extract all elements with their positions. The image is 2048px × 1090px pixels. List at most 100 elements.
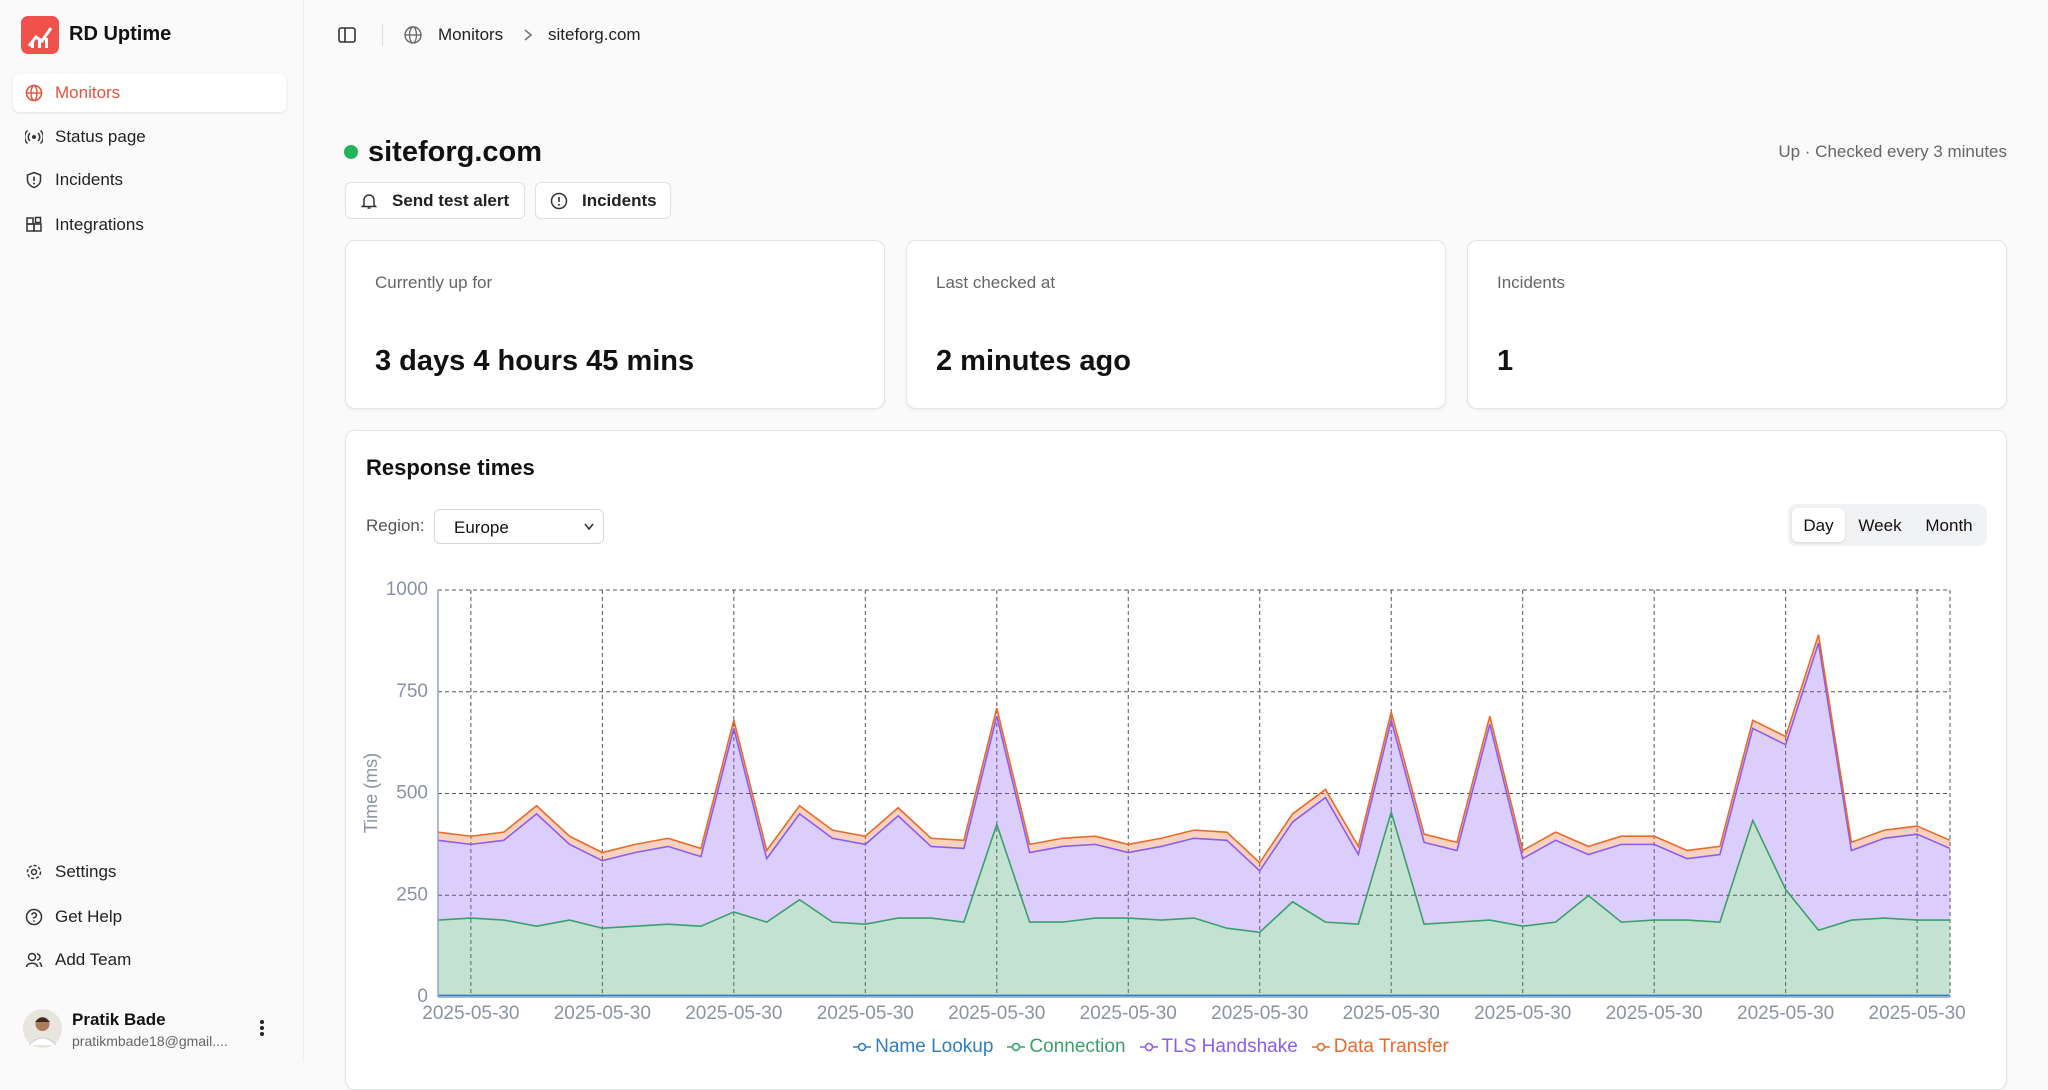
brand: RD Uptime xyxy=(69,23,172,45)
status-dot xyxy=(344,145,358,159)
button-label: Incidents xyxy=(582,190,657,210)
chevron xyxy=(524,29,533,41)
stat-value: 3 days 4 hours 45 mins xyxy=(375,345,695,377)
range-button[interactable]: Week xyxy=(1858,516,1902,535)
series-line xyxy=(437,634,1951,864)
icon xyxy=(26,171,42,189)
legend-icon xyxy=(1007,1042,1026,1052)
x-tick-label: 2025-05-30 xyxy=(1343,1003,1440,1024)
sidebar-toggle[interactable] xyxy=(337,25,357,45)
icon xyxy=(25,129,43,145)
legend-item[interactable]: Data Transfer xyxy=(1311,1036,1449,1058)
nav-item[interactable]: Monitors xyxy=(13,74,286,112)
button[interactable]: Incidents xyxy=(535,182,671,219)
stat-label: Last checked at xyxy=(936,273,1056,292)
x-tick-label: 2025-05-30 xyxy=(422,1003,519,1024)
icon xyxy=(25,952,43,968)
breadcrumb-link[interactable]: Monitors xyxy=(438,25,504,44)
range-button[interactable]: Month xyxy=(1925,516,1973,535)
logo xyxy=(21,16,59,54)
legend-item[interactable]: Name Lookup xyxy=(853,1036,993,1058)
legend-label: Connection xyxy=(1029,1036,1126,1057)
menu-button[interactable] xyxy=(258,1018,266,1038)
nav-label: Add Team xyxy=(55,950,132,969)
icon xyxy=(25,908,43,926)
x-tick-label: 2025-05-30 xyxy=(554,1003,651,1024)
stat-card: Last checked at 2 minutes ago xyxy=(906,240,1446,409)
legend: Name Lookup Connection TLS Handshake Data T… xyxy=(751,1036,1551,1058)
grid xyxy=(438,589,1951,998)
legend-item[interactable]: TLS Handshake xyxy=(1139,1036,1298,1058)
region-value: Europe xyxy=(454,518,509,537)
legend-icon xyxy=(853,1042,872,1052)
nav-label: Monitors xyxy=(55,83,121,102)
region-select[interactable]: Europe xyxy=(434,509,604,544)
button-label: Send test alert xyxy=(392,190,510,210)
nav-label: Integrations xyxy=(55,215,144,234)
nav-label: Status page xyxy=(55,127,146,146)
legend-dot xyxy=(1144,1042,1153,1052)
legend-item[interactable]: Connection xyxy=(1007,1036,1126,1058)
nav-label: Get Help xyxy=(55,907,123,926)
icon xyxy=(26,864,42,880)
areas xyxy=(438,634,1950,997)
nav-label: Settings xyxy=(55,862,117,881)
range-toggle: Day Week Month xyxy=(1788,504,1987,546)
series-line xyxy=(437,642,1951,873)
monitor-status: Up · Checked every 3 minutes xyxy=(1778,142,2007,161)
x-tick-label: 2025-05-30 xyxy=(948,1003,1045,1024)
x-tick-label: 2025-05-30 xyxy=(1737,1003,1834,1024)
y-tick-label: 250 xyxy=(396,884,428,905)
legend-icon xyxy=(1139,1042,1158,1052)
range-active xyxy=(1792,508,1845,542)
nav-label: Incidents xyxy=(55,170,124,189)
legend-dot xyxy=(857,1042,867,1052)
nav-item[interactable]: Add Team xyxy=(13,941,286,979)
icon xyxy=(25,84,43,102)
breadcrumb-current: siteforg.com xyxy=(548,25,641,44)
user-email: pratikmbade18@gmail.... xyxy=(72,1033,228,1049)
legend-dot xyxy=(1316,1042,1326,1052)
globe-icon xyxy=(404,26,422,44)
icon xyxy=(550,192,568,209)
icon xyxy=(360,193,378,209)
x-tick-label: 2025-05-30 xyxy=(1211,1003,1308,1024)
chart-card: Response times Region: Europe Day Week M… xyxy=(345,430,2007,1090)
stat-label: Currently up for xyxy=(375,273,493,292)
lines xyxy=(437,634,1951,997)
stat-value: 2 minutes ago xyxy=(936,345,1131,377)
page: RD Uptime Monitors Status page Incidents… xyxy=(0,0,2007,1090)
y-tick-label: 0 xyxy=(417,986,428,1007)
sidebar: RD Uptime Monitors Status page Incidents… xyxy=(0,0,304,1062)
legend-label: Data Transfer xyxy=(1333,1036,1449,1057)
x-tick-label: 2025-05-30 xyxy=(1080,1003,1177,1024)
x-tick-label: 2025-05-30 xyxy=(817,1003,914,1024)
nav-item[interactable]: Incidents xyxy=(13,161,286,199)
x-tick-label: 2025-05-30 xyxy=(1474,1003,1571,1024)
nav-item[interactable]: Get Help xyxy=(13,898,286,936)
nav-item[interactable]: Status page xyxy=(13,118,286,156)
stat-label: Incidents xyxy=(1497,273,1566,292)
stat-value: 1 xyxy=(1497,345,1514,377)
nav-item[interactable]: Settings xyxy=(13,853,286,891)
legend-label: Name Lookup xyxy=(875,1036,994,1057)
avatar xyxy=(23,1009,62,1048)
chevron xyxy=(584,523,594,531)
region-label: Region: xyxy=(366,516,425,535)
icon xyxy=(26,216,42,232)
x-tick-label: 2025-05-30 xyxy=(1606,1003,1703,1024)
monitor-title: siteforg.com xyxy=(368,136,543,168)
x-tick-label: 2025-05-30 xyxy=(1869,1003,1966,1024)
nav-item[interactable]: Integrations xyxy=(13,206,286,244)
divider xyxy=(382,24,383,46)
user-name: Pratik Bade xyxy=(72,1010,166,1029)
y-tick-label: 500 xyxy=(396,783,428,804)
range-button[interactable]: Day xyxy=(1803,516,1834,535)
legend-dot xyxy=(1012,1042,1021,1052)
y-tick-label: 1000 xyxy=(386,579,428,600)
y-tick-label: 750 xyxy=(396,681,428,702)
chart: Time (ms) 0 250 500 750 1000 2025-05-30 2025-0… xyxy=(361,579,1966,1024)
area-fill xyxy=(438,642,1950,933)
button[interactable]: Send test alert xyxy=(345,182,525,219)
panel-title: Response times xyxy=(366,455,535,480)
